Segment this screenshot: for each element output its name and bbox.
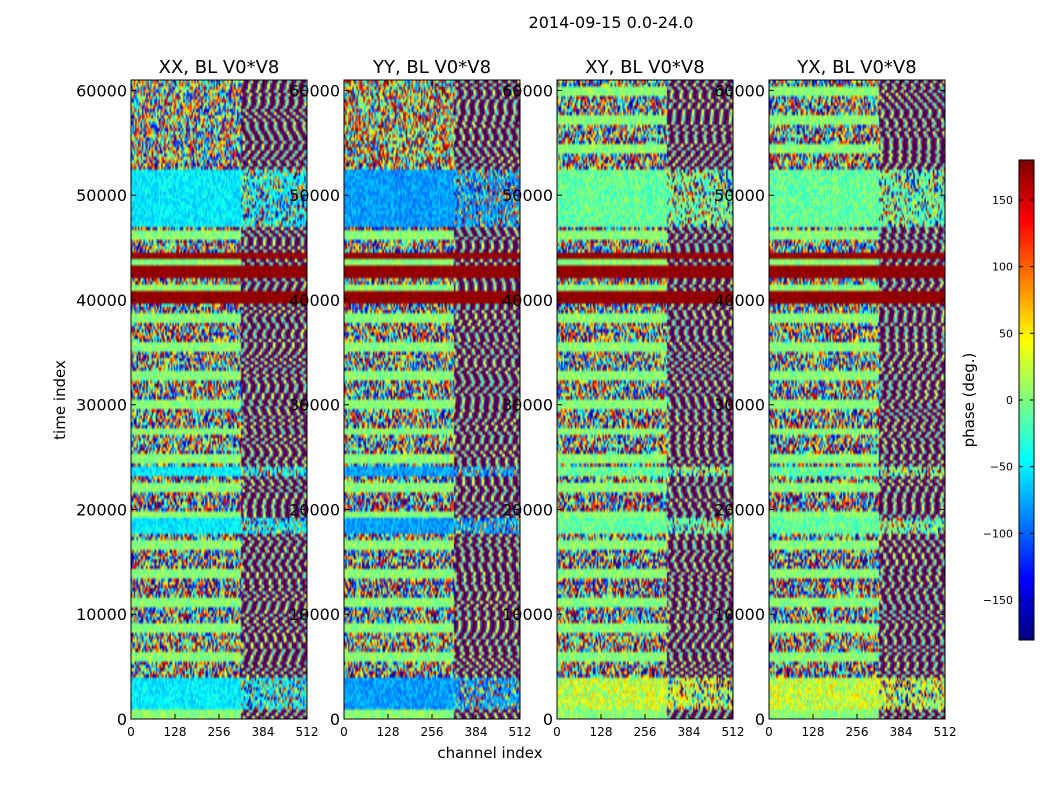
colorbar: −150 −100 −50 0 50 100 150: [983, 159, 1035, 641]
colorbar-tick-label: 150: [992, 194, 1013, 207]
y-tick-label: 50000: [289, 186, 340, 205]
x-tick-label: 128: [590, 725, 613, 739]
panel-yx: YX, BL V0*V8 0 10000 20000 30000 40000 50000 60…: [714, 57, 956, 739]
y-tick-label: 0: [755, 710, 765, 729]
colorbar-tick-label: −50: [990, 461, 1013, 474]
heatmap-image: [769, 80, 945, 719]
y-tick-label: 0: [543, 710, 553, 729]
figure-title: 2014-09-15 0.0-24.0: [529, 13, 694, 32]
panel-title: XY, BL V0*V8: [585, 57, 704, 78]
colorbar-tick-label: 100: [992, 261, 1013, 274]
y-tick-label: 10000: [76, 605, 127, 624]
x-tick-label: 256: [421, 725, 444, 739]
colorbar-tick-label: −150: [983, 594, 1013, 607]
x-tick-label: 0: [553, 725, 561, 739]
heatmap-image: [344, 80, 520, 719]
x-tick-label: 384: [252, 725, 275, 739]
panels-group: XX, BL V0*V8 0 10000 20000 30000 40000 50000 60…: [76, 57, 956, 739]
heatmap-image: [131, 80, 307, 719]
colorbar-gradient: [1019, 160, 1034, 640]
heatmap-image: [557, 80, 733, 719]
panel-title: YX, BL V0*V8: [796, 57, 916, 78]
x-tick-label: 128: [802, 725, 825, 739]
y-tick-label: 20000: [502, 500, 553, 519]
y-tick-label: 50000: [502, 186, 553, 205]
x-tick-label: 512: [722, 725, 745, 739]
x-tick-label: 256: [846, 725, 869, 739]
panel-title: YY, BL V0*V8: [372, 57, 491, 78]
y-tick-label: 20000: [76, 500, 127, 519]
y-tick-label: 30000: [76, 396, 127, 415]
x-tick-label: 384: [890, 725, 913, 739]
x-tick-label: 128: [164, 725, 187, 739]
y-tick-label: 20000: [289, 500, 340, 519]
colorbar-tick-label: −100: [983, 527, 1013, 540]
x-tick-label: 384: [678, 725, 701, 739]
y-tick-label: 60000: [289, 81, 340, 100]
y-tick-label: 30000: [714, 396, 765, 415]
y-tick-label: 10000: [714, 605, 765, 624]
x-tick-label: 512: [296, 725, 319, 739]
x-axis-label: channel index: [437, 744, 542, 762]
x-tick-label: 384: [465, 725, 488, 739]
y-tick-label: 30000: [289, 396, 340, 415]
x-tick-label: 0: [340, 725, 348, 739]
y-tick-label: 40000: [502, 291, 553, 310]
colorbar-tick-label: 0: [1006, 394, 1013, 407]
y-tick-label: 50000: [76, 186, 127, 205]
y-tick-label: 40000: [714, 291, 765, 310]
y-tick-label: 0: [117, 710, 127, 729]
y-tick-label: 50000: [714, 186, 765, 205]
y-tick-label: 20000: [714, 500, 765, 519]
x-tick-label: 512: [509, 725, 532, 739]
y-tick-label: 60000: [76, 81, 127, 100]
x-tick-label: 256: [634, 725, 657, 739]
colorbar-tick-label: 50: [999, 327, 1013, 340]
y-tick-label: 10000: [289, 605, 340, 624]
y-tick-label: 60000: [714, 81, 765, 100]
x-tick-label: 0: [127, 725, 135, 739]
colorbar-label: phase (deg.): [960, 353, 978, 448]
y-axis-label: time index: [51, 360, 69, 440]
x-tick-label: 128: [377, 725, 400, 739]
x-tick-label: 0: [765, 725, 773, 739]
x-tick-label: 512: [934, 725, 957, 739]
panel-title: XX, BL V0*V8: [159, 57, 280, 78]
x-tick-label: 256: [208, 725, 231, 739]
y-tick-label: 10000: [502, 605, 553, 624]
y-tick-label: 60000: [502, 81, 553, 100]
panel-yy: YY, BL V0*V8 0 10000 20000 30000 40000 50000 60…: [289, 57, 531, 739]
y-tick-label: 40000: [76, 291, 127, 310]
y-tick-label: 30000: [502, 396, 553, 415]
panel-xy: XY, BL V0*V8 0 10000 20000 30000 40000 50000 60…: [502, 57, 744, 739]
panel-xx: XX, BL V0*V8 0 10000 20000 30000 40000 50000 60…: [76, 57, 318, 739]
y-tick-label: 40000: [289, 291, 340, 310]
y-tick-label: 0: [330, 710, 340, 729]
